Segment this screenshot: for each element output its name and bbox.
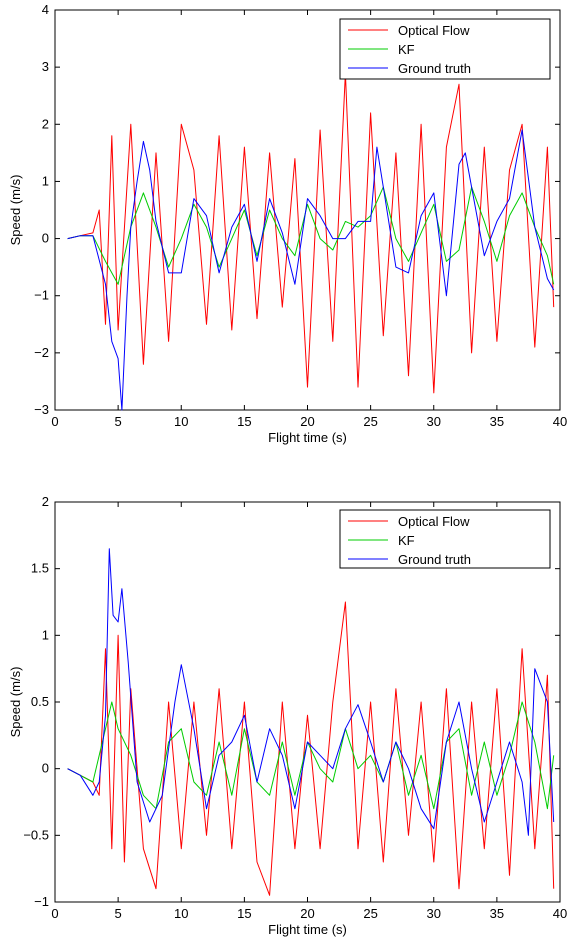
series-line-optical-flow: [67, 72, 555, 394]
y-tick-label: 1: [42, 173, 49, 188]
x-tick-label: 10: [174, 414, 188, 429]
legend-label-kf: KF: [398, 42, 415, 57]
y-axis-label: Speed (m/s): [8, 667, 23, 738]
legend-box: [339, 509, 551, 569]
y-tick-label: 1: [42, 627, 49, 642]
x-tick-label: 15: [237, 906, 251, 921]
legend-label-optical-flow: Optical Flow: [398, 514, 470, 529]
chart-bottom: 0 5 10 15 20 25 30 35 40 −1 −0.5 0 0.5 1 1.5 2 Flight ti…: [8, 494, 567, 937]
y-tick-label: 0: [42, 231, 49, 246]
x-tick-label: 0: [51, 906, 58, 921]
y-tick-label: −3: [34, 402, 49, 417]
x-tick-label: 40: [553, 906, 567, 921]
x-tick-label: 10: [174, 906, 188, 921]
y-tick-label: −0.5: [23, 827, 49, 842]
x-tick-label: 30: [427, 906, 441, 921]
x-axis-label: Flight time (s): [268, 922, 347, 937]
x-tick-label: 35: [490, 906, 504, 921]
legend-label-ground-truth: Ground truth: [398, 61, 471, 76]
x-tick-label: 40: [553, 414, 567, 429]
x-tick-label: 30: [427, 414, 441, 429]
x-tick-label: 20: [300, 414, 314, 429]
y-tick-label: −1: [34, 288, 49, 303]
y-tick-label: −1: [34, 894, 49, 909]
legend-label-ground-truth: Ground truth: [398, 552, 471, 567]
x-tick-label: 35: [490, 414, 504, 429]
x-tick-label: 15: [237, 414, 251, 429]
x-tick-label: 5: [115, 906, 122, 921]
legend-label-optical-flow: Optical Flow: [398, 23, 470, 38]
x-tick-label: 20: [300, 906, 314, 921]
x-tick-label: 5: [115, 414, 122, 429]
y-tick-label: 2: [42, 116, 49, 131]
series-line-ground-truth: [67, 548, 555, 836]
y-tick-label: 2: [42, 494, 49, 509]
x-tick-label: 25: [363, 906, 377, 921]
series-line-optical-flow: [67, 601, 555, 896]
x-axis-label: Flight time (s): [268, 430, 347, 445]
y-tick-label: 1.5: [31, 561, 49, 576]
y-tick-label: 4: [42, 2, 49, 17]
x-tick-label: 0: [51, 414, 58, 429]
y-tick-label: −2: [34, 345, 49, 360]
legend-label-kf: KF: [398, 533, 415, 548]
y-axis-label: Speed (m/s): [8, 175, 23, 246]
y-tick-label: 3: [42, 59, 49, 74]
y-tick-label: 0: [42, 761, 49, 776]
chart-top: 0 5 10 15 20 25 30 35 40 −3 −2 −1 0 1 2 3 4 Flight time (…: [8, 2, 567, 445]
y-tick-label: 0.5: [31, 694, 49, 709]
x-tick-label: 25: [363, 414, 377, 429]
plot-area: [54, 501, 561, 903]
series-line-kf: [67, 186, 555, 285]
series-line-ground-truth: [67, 129, 555, 411]
